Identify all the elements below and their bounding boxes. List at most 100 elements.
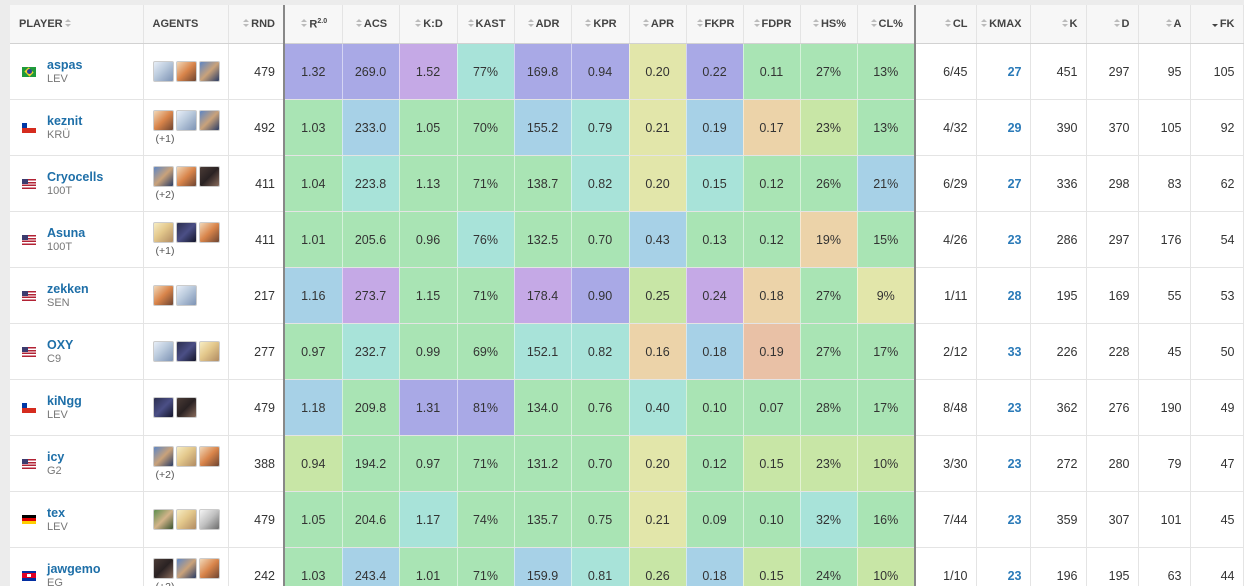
kmax-cell[interactable]: 29	[976, 99, 1031, 156]
player-cell[interactable]: aspas LEV	[10, 43, 144, 100]
rnd-cell: 411	[228, 155, 285, 212]
agents-cell: (+2)	[143, 435, 229, 492]
header-acs[interactable]: ACS	[342, 5, 400, 44]
player-name-link[interactable]: Asuna	[47, 225, 86, 240]
player-name-link[interactable]: zekken	[47, 281, 89, 296]
sort-icon[interactable]	[467, 19, 474, 28]
fkpr-cell: 0.12	[686, 435, 744, 492]
kd-cell: 1.52	[399, 43, 458, 100]
more-agents-count: (+2)	[155, 469, 175, 481]
player-name-link[interactable]: aspas	[47, 57, 83, 72]
cl-cell: 4/26	[914, 211, 977, 268]
agents-cell: (+2)	[143, 155, 229, 212]
sort-icon[interactable]	[415, 19, 422, 28]
sort-icon[interactable]	[753, 19, 760, 28]
header-label: FKPR	[704, 18, 735, 30]
header-kpr[interactable]: KPR	[571, 5, 630, 44]
player-cell[interactable]: kiNgg LEV	[10, 379, 144, 436]
flag-cl-icon	[22, 122, 36, 133]
header-rating[interactable]: R2.0	[283, 5, 343, 44]
kpr-cell: 0.79	[571, 99, 630, 156]
player-name-link[interactable]: OXY	[47, 337, 74, 352]
fk-cell: 50	[1190, 323, 1244, 380]
sort-icon[interactable]	[64, 19, 71, 28]
player-name-link[interactable]: keznit	[47, 113, 83, 128]
kast-cell: 71%	[457, 267, 515, 324]
kmax-cell[interactable]: 23	[976, 211, 1031, 268]
sort-icon[interactable]	[527, 19, 534, 28]
sort-icon[interactable]	[1061, 19, 1068, 28]
header-player[interactable]: PLAYER	[10, 5, 144, 44]
kmax-cell[interactable]: 23	[976, 491, 1031, 548]
apr-cell: 0.21	[629, 491, 687, 548]
sort-icon[interactable]	[585, 19, 592, 28]
fk-cell: 54	[1190, 211, 1244, 268]
sort-icon[interactable]	[944, 19, 951, 28]
header-adr[interactable]: ADR	[514, 5, 572, 44]
sort-icon[interactable]	[243, 19, 250, 28]
kmax-cell[interactable]: 27	[976, 43, 1031, 100]
adr-cell: 135.7	[514, 491, 572, 548]
sort-icon[interactable]	[642, 19, 649, 28]
player-team: SEN	[47, 296, 70, 309]
player-name-link[interactable]: tex	[47, 505, 66, 520]
player-name-link[interactable]: Cryocells	[47, 169, 104, 184]
player-cell[interactable]: icy G2	[10, 435, 144, 492]
fk-cell: 44	[1190, 547, 1244, 586]
header-kast[interactable]: KAST	[457, 5, 515, 44]
sort-icon[interactable]	[1211, 19, 1218, 28]
player-stats-table: PLAYER AGENTS RND R2.0 ACS K:D KAST ADR KPR APR FK…	[10, 5, 1244, 586]
header-fdpr[interactable]: FDPR	[743, 5, 801, 44]
sort-icon[interactable]	[355, 19, 362, 28]
header-a[interactable]: A	[1138, 5, 1191, 44]
sort-icon[interactable]	[301, 19, 308, 28]
player-cell[interactable]: OXY C9	[10, 323, 144, 380]
header-agents[interactable]: AGENTS	[143, 5, 229, 44]
a-cell: 190	[1138, 379, 1191, 436]
header-label: FDPR	[761, 18, 792, 30]
fdpr-cell: 0.18	[743, 267, 801, 324]
sort-icon[interactable]	[1165, 19, 1172, 28]
agents-cell	[143, 491, 229, 548]
player-cell[interactable]: jawgemo EG	[10, 547, 144, 586]
header-d[interactable]: D	[1086, 5, 1139, 44]
kmax-cell[interactable]: 23	[976, 547, 1031, 586]
kmax-cell[interactable]: 23	[976, 435, 1031, 492]
player-cell[interactable]: Cryocells 100T	[10, 155, 144, 212]
header-fkpr[interactable]: FKPR	[686, 5, 744, 44]
sort-icon[interactable]	[696, 19, 703, 28]
agent-sky-blue-icon	[152, 61, 174, 82]
header-apr[interactable]: APR	[629, 5, 687, 44]
fkpr-cell: 0.18	[686, 547, 744, 586]
header-label: APR	[650, 18, 675, 30]
kmax-cell[interactable]: 27	[976, 155, 1031, 212]
player-name-link[interactable]: kiNgg	[47, 393, 82, 408]
header-k[interactable]: K	[1030, 5, 1087, 44]
rnd-cell: 277	[228, 323, 285, 380]
player-cell[interactable]: tex LEV	[10, 491, 144, 548]
header-fk[interactable]: FK	[1190, 5, 1244, 44]
header-clp[interactable]: CL%	[857, 5, 916, 44]
sort-icon[interactable]	[870, 19, 877, 28]
player-cell[interactable]: keznit KRÜ	[10, 99, 144, 156]
hs-cell: 27%	[800, 267, 858, 324]
kd-cell: 1.13	[399, 155, 458, 212]
header-hs[interactable]: HS%	[800, 5, 858, 44]
player-name-link[interactable]: jawgemo	[47, 561, 101, 576]
header-kmax[interactable]: KMAX	[976, 5, 1031, 44]
header-cl[interactable]: CL	[914, 5, 977, 44]
player-cell[interactable]: Asuna 100T	[10, 211, 144, 268]
kmax-cell[interactable]: 23	[976, 379, 1031, 436]
kmax-cell[interactable]: 33	[976, 323, 1031, 380]
sort-icon[interactable]	[1113, 19, 1120, 28]
kmax-cell[interactable]: 28	[976, 267, 1031, 324]
player-name-link[interactable]: icy	[47, 449, 65, 464]
header-kd[interactable]: K:D	[399, 5, 458, 44]
player-team: LEV	[47, 520, 68, 533]
sort-icon[interactable]	[812, 19, 819, 28]
kast-cell: 76%	[457, 211, 515, 268]
player-cell[interactable]: zekken SEN	[10, 267, 144, 324]
agents-cell	[143, 323, 229, 380]
header-rnd[interactable]: RND	[228, 5, 285, 44]
sort-icon[interactable]	[981, 19, 988, 28]
